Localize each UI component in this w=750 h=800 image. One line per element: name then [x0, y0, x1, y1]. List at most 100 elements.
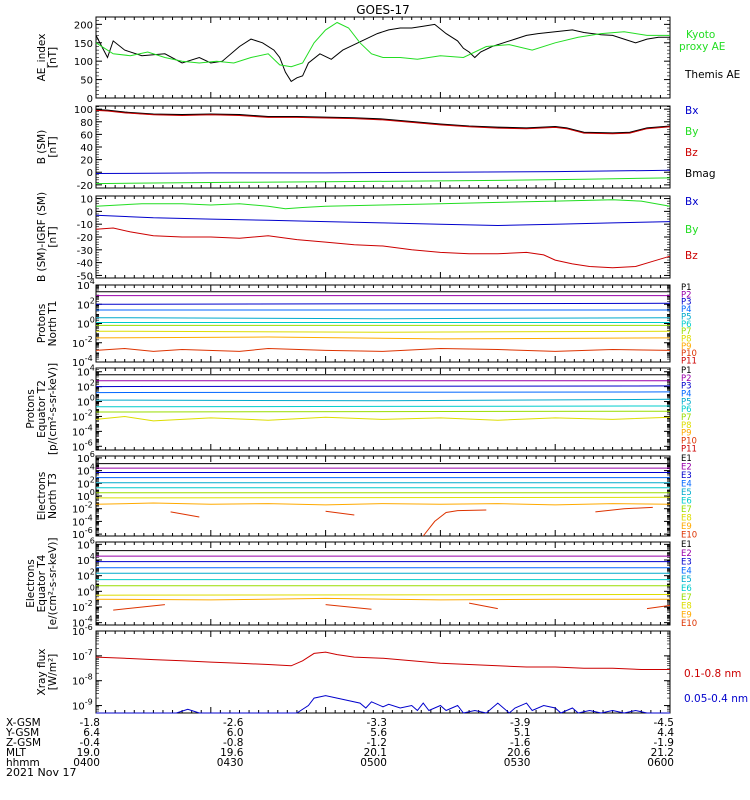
series-e9	[95, 502, 671, 506]
legend-label: P4	[681, 390, 692, 400]
y-axis-label: B (SM)[nT]	[36, 130, 59, 164]
legend-label: E7	[681, 505, 692, 515]
y-tick-label: -20	[77, 233, 93, 244]
y-tick-label: 0	[87, 168, 93, 179]
y-tick-label: 10-4	[72, 615, 93, 630]
y-tick-label: 10-2	[72, 408, 93, 423]
series-e10b	[325, 604, 372, 610]
legend-label: E2	[681, 463, 692, 473]
ephemeris-value: 20.6	[507, 747, 531, 759]
y-tick-label: 102	[77, 296, 95, 311]
y-tick-label: 10	[80, 195, 93, 206]
legend-label: E8	[681, 513, 692, 523]
legend-label: P2	[681, 290, 692, 300]
y-tick-label: 10-6	[72, 623, 93, 638]
legend-label: E10	[681, 530, 697, 540]
legend-label: P7	[681, 413, 692, 423]
series-p7	[95, 410, 671, 413]
ephemeris-value: 0400	[73, 757, 100, 769]
ephemeris-value: 5.6	[370, 727, 387, 739]
ephemeris-value: -2.6	[223, 717, 244, 729]
series-p9	[95, 336, 671, 340]
legend-label: Bx	[685, 196, 698, 208]
panel-frame	[95, 541, 671, 626]
series-e10a	[170, 511, 200, 518]
y-tick-label: 80	[80, 118, 93, 129]
y-tick-label: 10-2	[72, 335, 93, 350]
panel-ae: 0 50 100 150 200 AE_index[nT] Kyoto proxy AE The…	[36, 16, 740, 105]
y-tick-label: 104	[77, 277, 95, 292]
y-tick-label: 10-4	[72, 513, 93, 528]
ephemeris-row-label: X-GSM	[6, 717, 41, 729]
series-bx	[95, 169, 671, 174]
series-e8	[95, 594, 671, 596]
series-0-1-0-8-nm	[95, 651, 670, 670]
y-tick-label: 0	[87, 207, 93, 218]
ephemeris-value: 6.0	[227, 727, 244, 739]
ephemeris-value: -1.9	[654, 737, 675, 749]
legend-label: Bmag	[685, 168, 716, 180]
legend-label: P3	[681, 382, 692, 392]
series-by	[95, 199, 671, 210]
legend-label: Kyoto proxy AE	[679, 29, 725, 53]
y-tick-label: -20	[77, 181, 93, 192]
series-p3	[95, 385, 671, 388]
series-p5	[95, 317, 671, 320]
series-e10b	[325, 510, 355, 516]
y-tick-label: 200	[74, 20, 93, 31]
y-tick-label: 106	[77, 450, 95, 465]
y-tick-label: 102	[77, 475, 95, 490]
y-axis-label: B (SM)-IGRF (SM)[nT]	[36, 192, 59, 282]
y-tick-label: 100	[74, 57, 93, 68]
legend-label: E8	[681, 602, 692, 612]
ephemeris-value: -4.5	[654, 717, 675, 729]
y-tick-label: 10-6	[72, 438, 93, 453]
panel-frame	[95, 105, 671, 189]
y-axis-label: ProtonsEquator T2[p/(cm²-s-sr-keV)]	[25, 363, 59, 455]
y-tick-label: -10	[77, 220, 93, 231]
ephemeris-value: 0530	[504, 757, 531, 769]
legend-label: P8	[681, 421, 692, 431]
ephemeris-value: -3.9	[510, 717, 531, 729]
legend-label: E6	[681, 496, 692, 506]
legend-label: E9	[681, 522, 692, 532]
ephemeris-value: -3.3	[367, 717, 388, 729]
legend-label: E9	[681, 610, 692, 620]
panel-bigrf: -50-40 -30 -20 -10 010 B (SM)-IGRF (SM)[nT] Bx…	[36, 192, 698, 282]
ephemeris-row-label: Z-GSM	[6, 737, 41, 749]
legend-label: P2	[681, 374, 692, 384]
legend-label: P10	[681, 437, 697, 447]
date-label: 2021 Nov 17	[6, 766, 76, 779]
ephemeris-table: X-GSM -1.8 -2.6 -3.3 -3.9 -4.5 Y-GSM 6.4 6.0 5.6 5…	[5, 717, 674, 769]
series-bmag	[95, 109, 671, 134]
series-kyoto-proxy-ae	[95, 21, 670, 68]
legend-label: E1	[681, 454, 692, 464]
ephemeris-value: 0500	[360, 757, 387, 769]
ephemeris-value: -0.8	[223, 737, 244, 749]
legend-label: Bx	[685, 105, 698, 117]
y-tick-label: 100	[74, 105, 93, 116]
y-tick-label: 10-6	[72, 526, 93, 541]
legend-label: P6	[681, 405, 692, 415]
series-e8	[95, 496, 671, 499]
legend-label: P5	[681, 312, 692, 322]
y-axis-label: ElectronsNorth T3	[36, 472, 59, 521]
series-p5	[95, 398, 671, 402]
legend-label: P9	[681, 429, 692, 439]
series-e10d	[595, 506, 653, 513]
y-tick-label: -50	[77, 271, 93, 282]
series-p6	[95, 405, 671, 408]
legend-label: P6	[681, 320, 692, 330]
ephemeris-value: -0.4	[80, 737, 101, 749]
series-by	[95, 177, 671, 185]
ephemeris-value: 0600	[647, 757, 674, 769]
series-e10c	[469, 602, 498, 610]
legend-label: E4	[681, 479, 692, 489]
y-tick-label: 40	[80, 143, 93, 154]
legend-label: Bz	[685, 250, 698, 262]
y-tick-label: 20	[80, 156, 93, 167]
